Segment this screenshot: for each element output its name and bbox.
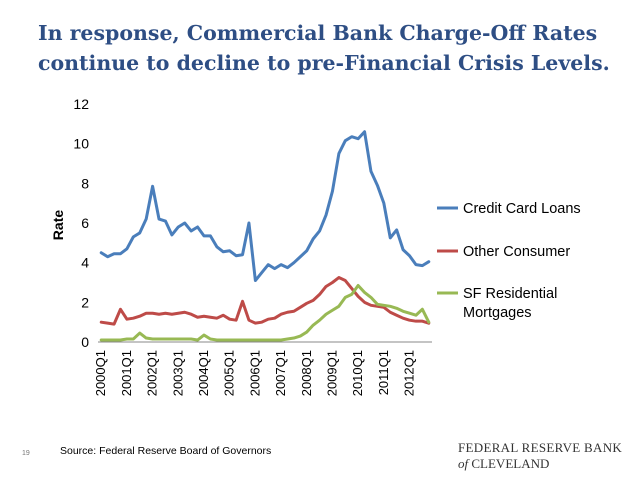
series-line-credit-card-loans (99, 130, 431, 283)
y-axis-label: Rate (50, 210, 66, 241)
plot-area: 0 2 4 6 8 10 12 2000Q1 2001Q1 2002Q1 2003Q1 2004Q1… (73, 96, 432, 396)
y-tick-label: 8 (81, 175, 89, 191)
source-note: Source: Federal Reserve Board of Governo… (60, 445, 272, 457)
slide-number: 19 (22, 450, 30, 457)
y-axis: 0 2 4 6 8 10 12 (73, 96, 89, 350)
legend-item-credit-card-loans: Credit Card Loans (437, 201, 581, 217)
x-tick-label: 2001Q1 (119, 350, 134, 396)
fed-cleveland-logo: FEDERAL RESERVE BANK of CLEVELAND (458, 440, 622, 472)
x-tick-label: 2003Q1 (170, 350, 185, 396)
slide-title-line-1: In response, Commercial Bank Charge-Off … (38, 21, 598, 45)
slide-title-line-2: continue to decline to pre-Financial Cri… (38, 51, 610, 75)
y-tick-label: 6 (81, 215, 89, 231)
legend-item-other-consumer: Other Consumer (437, 244, 570, 260)
chart-legend: Credit Card Loans Other Consumer SF Reside… (437, 201, 581, 321)
slide-title: In response, Commercial Bank Charge-Off … (38, 18, 618, 78)
logo-of: of (458, 456, 469, 471)
logo-line-2: of CLEVELAND (458, 456, 622, 472)
series-line-sf-residential-mortgages (99, 283, 431, 342)
legend-label: Other Consumer (463, 244, 570, 260)
x-axis: 2000Q1 2001Q1 2002Q1 2003Q1 2004Q1 2005Q1 2006… (93, 350, 416, 396)
x-tick-label: 2004Q1 (196, 350, 211, 396)
x-tick-label: 2006Q1 (247, 350, 262, 396)
x-tick-label: 2010Q1 (350, 350, 365, 396)
legend-label: SF Residential (463, 286, 557, 302)
logo-cleveland: CLEVELAND (471, 456, 550, 471)
y-tick-label: 2 (81, 294, 89, 310)
series-line-other-consumer (99, 276, 431, 326)
y-tick-label: 4 (81, 255, 89, 271)
x-tick-label: 2011Q1 (376, 350, 391, 395)
series-lines (99, 130, 431, 342)
y-tick-label: 0 (81, 334, 89, 350)
y-tick-label: 12 (73, 96, 89, 112)
x-tick-label: 2005Q1 (222, 350, 237, 396)
legend-label: Credit Card Loans (463, 201, 581, 217)
legend-item-sf-residential-mortgages: SF Residential Mortgages (437, 286, 557, 321)
x-tick-label: 2007Q1 (273, 350, 288, 396)
y-tick-label: 10 (73, 136, 89, 152)
logo-line-1: FEDERAL RESERVE BANK (458, 440, 623, 455)
x-tick-label: 2012Q1 (402, 350, 417, 396)
x-tick-label: 2008Q1 (299, 350, 314, 396)
x-tick-label: 2002Q1 (145, 350, 160, 396)
legend-label: Mortgages (463, 305, 532, 321)
x-tick-label: 2009Q1 (324, 350, 339, 396)
x-tick-label: 2000Q1 (93, 350, 108, 396)
